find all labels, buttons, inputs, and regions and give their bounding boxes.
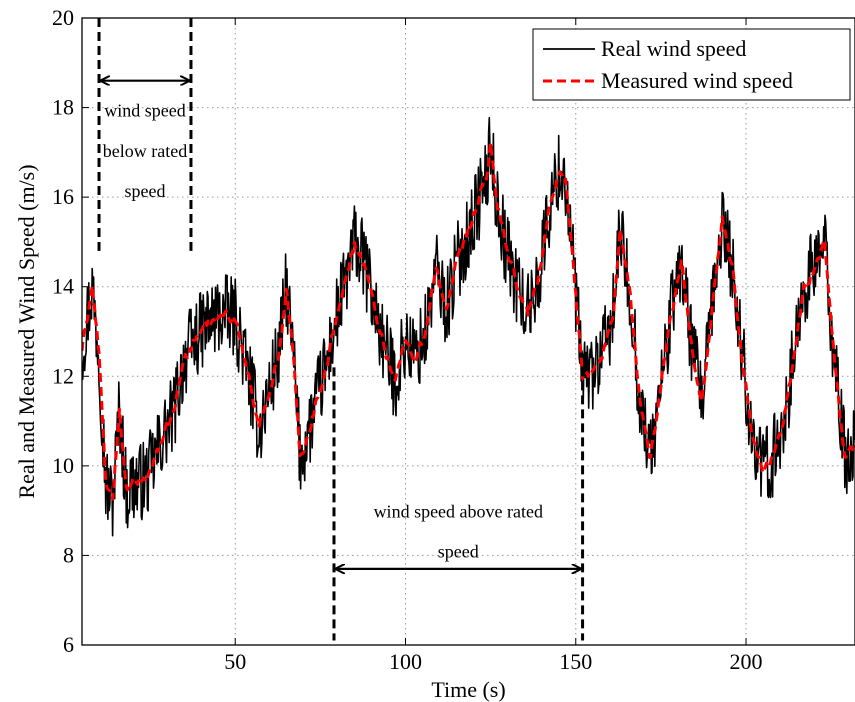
below_rated-label-line: wind speed	[104, 101, 185, 121]
annotations: wind speed below rated speed wind speed abo…	[97, 18, 585, 641]
series-line-real	[82, 116, 855, 537]
below_rated-label-line: below rated	[103, 141, 187, 161]
x-tick-label: 200	[730, 649, 763, 674]
y-tick-label: 16	[52, 184, 74, 209]
legend-label-measured: Measured wind speed	[601, 68, 793, 93]
y-tick-label: 10	[52, 453, 74, 478]
y-tick-label: 6	[63, 632, 74, 657]
series-lines	[82, 116, 855, 537]
axis-ticks: 50 100 150 200 6 8 10 12 14 16 18 20	[52, 5, 763, 674]
x-axis-title: Time (s)	[431, 677, 505, 702]
x-tick-label: 50	[224, 649, 246, 674]
below_rated-label-line: speed	[125, 181, 166, 201]
y-tick-label: 20	[52, 5, 74, 30]
x-tick-label: 150	[559, 649, 592, 674]
x-tick-label: 100	[389, 649, 422, 674]
y-tick-label: 12	[52, 363, 74, 388]
legend-label-real: Real wind speed	[601, 36, 746, 61]
series-line-measured	[82, 141, 855, 501]
above_rated-label-line: speed	[438, 542, 479, 562]
y-tick-label: 18	[52, 95, 74, 120]
legend-box	[532, 28, 851, 101]
above_rated-label-line: wind speed above rated	[374, 501, 543, 521]
grid-lines	[82, 18, 855, 645]
y-tick-label: 8	[63, 542, 74, 567]
plot-frame	[81, 17, 855, 646]
y-tick-label: 14	[52, 274, 74, 299]
y-axis-title: Real and Measured Wind Speed (m/s)	[14, 164, 39, 498]
legend: Real wind speed Measured wind speed	[532, 28, 851, 101]
